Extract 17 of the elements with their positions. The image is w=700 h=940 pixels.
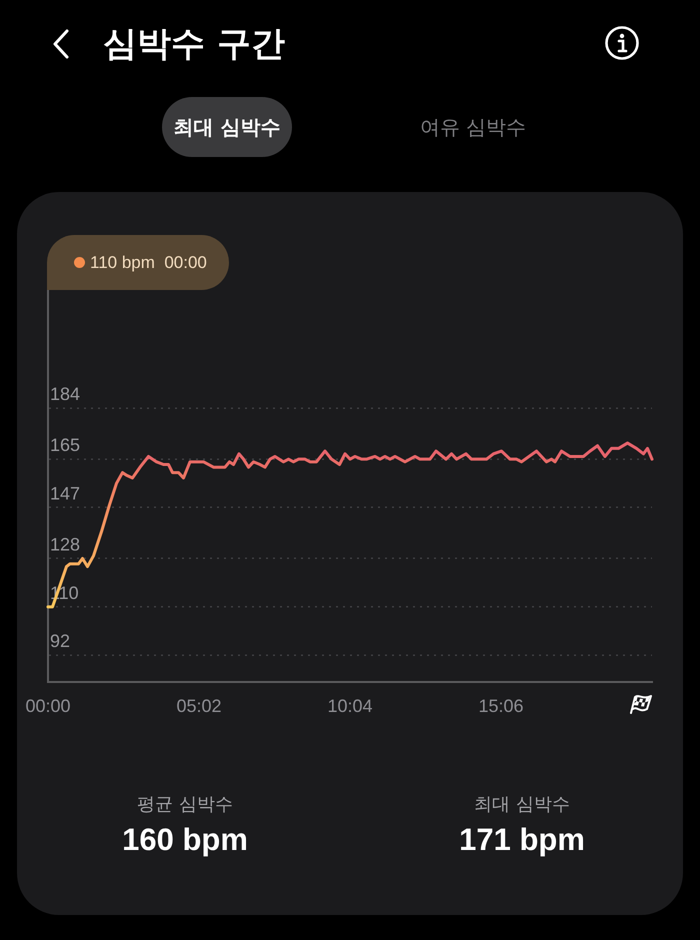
x-tick-label: 10:04 <box>327 696 373 716</box>
x-tick-label: 05:02 <box>176 696 222 716</box>
text: 최대 심박수 <box>473 793 571 817</box>
tooltip: 110 bpm 00:00 <box>47 235 229 290</box>
x-tick-label: 15:06 <box>478 696 524 716</box>
x-tick-label: 00:00 <box>25 696 71 716</box>
y-tick-label: 128 <box>50 534 80 554</box>
text: 160 bpm <box>121 821 249 859</box>
text: 평균 심박수 <box>136 793 234 817</box>
y-tick-label: 184 <box>50 384 80 404</box>
chart-title: 심박수 구간 <box>103 23 285 66</box>
text: 171 bpm <box>458 821 586 859</box>
y-tick-label: 165 <box>50 435 80 456</box>
y-tick-label: 92 <box>50 631 70 652</box>
tab: 최대 심박수 <box>162 97 292 157</box>
y-tick-label: 147 <box>50 483 80 504</box>
text: 여유 심박수 <box>418 114 528 141</box>
